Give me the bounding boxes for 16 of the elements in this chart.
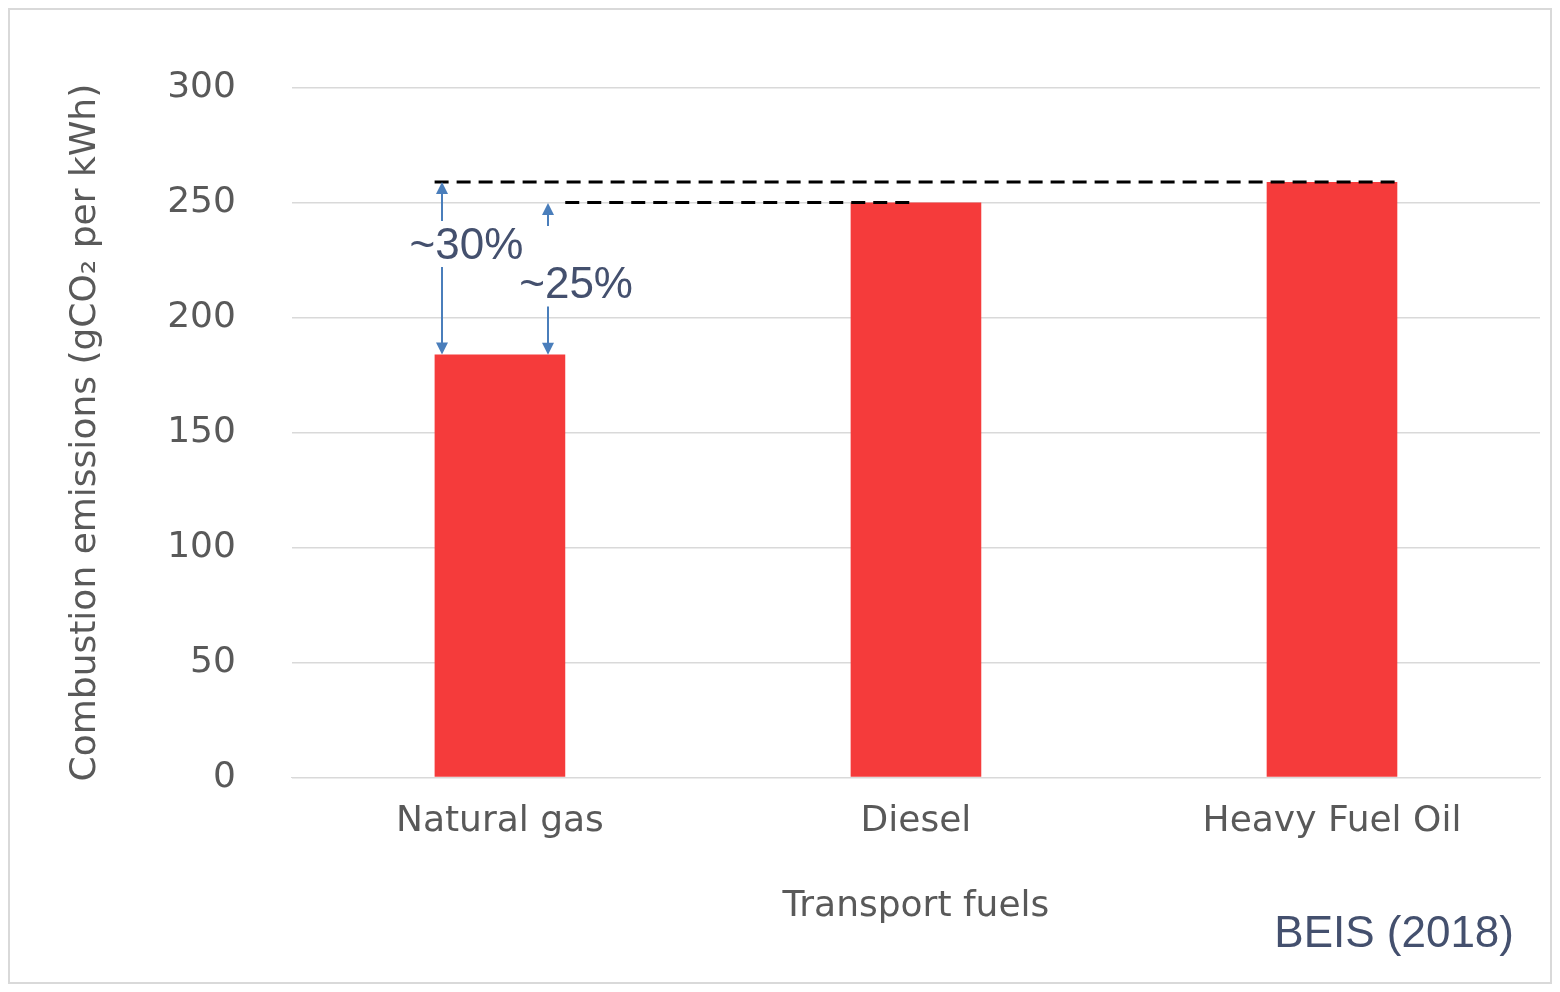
y-axis-title: Combustion emissions (gCO₂ per kWh) [61,83,103,782]
bar [434,354,566,777]
y-tick-label: 150 [167,408,236,450]
x-axis-title: Transport fuels [781,882,1050,924]
y-tick-label: 100 [167,523,236,565]
bar [850,202,982,777]
y-tick-label: 250 [167,178,236,220]
bar [1266,181,1398,777]
y-tick-label: 0 [213,753,236,795]
x-tick-label: Heavy Fuel Oil [1202,797,1462,839]
y-tick-label: 300 [167,63,236,105]
x-tick-label: Diesel [860,797,972,839]
y-tick-label: 200 [167,293,236,335]
text: BEIS (2018) [1274,907,1514,956]
x-tick-label: Natural gas [395,797,604,839]
y-tick-label: 50 [190,638,236,680]
